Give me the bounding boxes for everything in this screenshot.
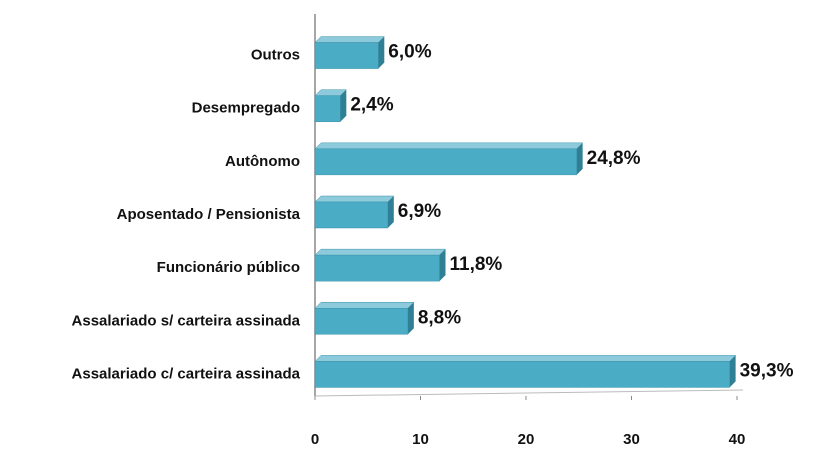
bar-front bbox=[314, 254, 440, 282]
bar-side bbox=[729, 355, 736, 388]
y-tick-label: Assalariado s/ carteira assinada bbox=[72, 312, 301, 329]
bar-front bbox=[314, 95, 341, 122]
value-label: 6,0% bbox=[388, 42, 431, 63]
y-tick-label: Autônomo bbox=[225, 153, 300, 170]
x-tick-label: 40 bbox=[729, 431, 746, 448]
bar-side bbox=[378, 36, 385, 69]
bar-side bbox=[387, 196, 394, 228]
bar bbox=[314, 142, 584, 176]
bar-front bbox=[314, 42, 379, 69]
bar-top bbox=[314, 355, 737, 362]
y-tick-label: Outros bbox=[251, 47, 300, 64]
value-label: 11,8% bbox=[449, 254, 502, 275]
bar-top bbox=[314, 142, 584, 150]
bar-front bbox=[314, 361, 730, 388]
bar-side bbox=[576, 142, 583, 175]
bar-front bbox=[314, 201, 389, 229]
x-tick-label: 30 bbox=[623, 431, 640, 448]
x-tick-label: 10 bbox=[412, 431, 429, 448]
bar-top bbox=[314, 302, 415, 309]
y-tick-label: Aposentado / Pensionista bbox=[117, 206, 301, 223]
bar bbox=[314, 195, 395, 229]
y-tick-label: Desempregado bbox=[192, 100, 300, 117]
bar-front bbox=[314, 308, 409, 335]
bar-top bbox=[314, 195, 395, 203]
bar-top bbox=[314, 36, 385, 43]
value-label: 6,9% bbox=[398, 201, 441, 222]
bar-top bbox=[314, 248, 447, 256]
bar bbox=[314, 355, 737, 388]
y-tick-label: Assalariado c/ carteira assinada bbox=[72, 365, 301, 382]
bar bbox=[314, 36, 385, 69]
bar-side bbox=[340, 89, 347, 122]
x-tick-label: 0 bbox=[311, 431, 319, 448]
bar-side bbox=[407, 302, 414, 335]
bar bbox=[314, 89, 347, 122]
value-label: 39,3% bbox=[740, 360, 794, 381]
bar bbox=[314, 248, 447, 282]
bar-side bbox=[439, 249, 446, 282]
value-label: 2,4% bbox=[350, 95, 393, 116]
value-label: 24,8% bbox=[587, 148, 641, 169]
y-tick-label: Funcionário público bbox=[157, 259, 300, 276]
bar-front bbox=[314, 148, 577, 176]
x-tick-label: 20 bbox=[518, 431, 535, 448]
x-axis-floor bbox=[314, 389, 744, 397]
bar bbox=[314, 302, 415, 335]
value-label: 8,8% bbox=[418, 307, 461, 328]
